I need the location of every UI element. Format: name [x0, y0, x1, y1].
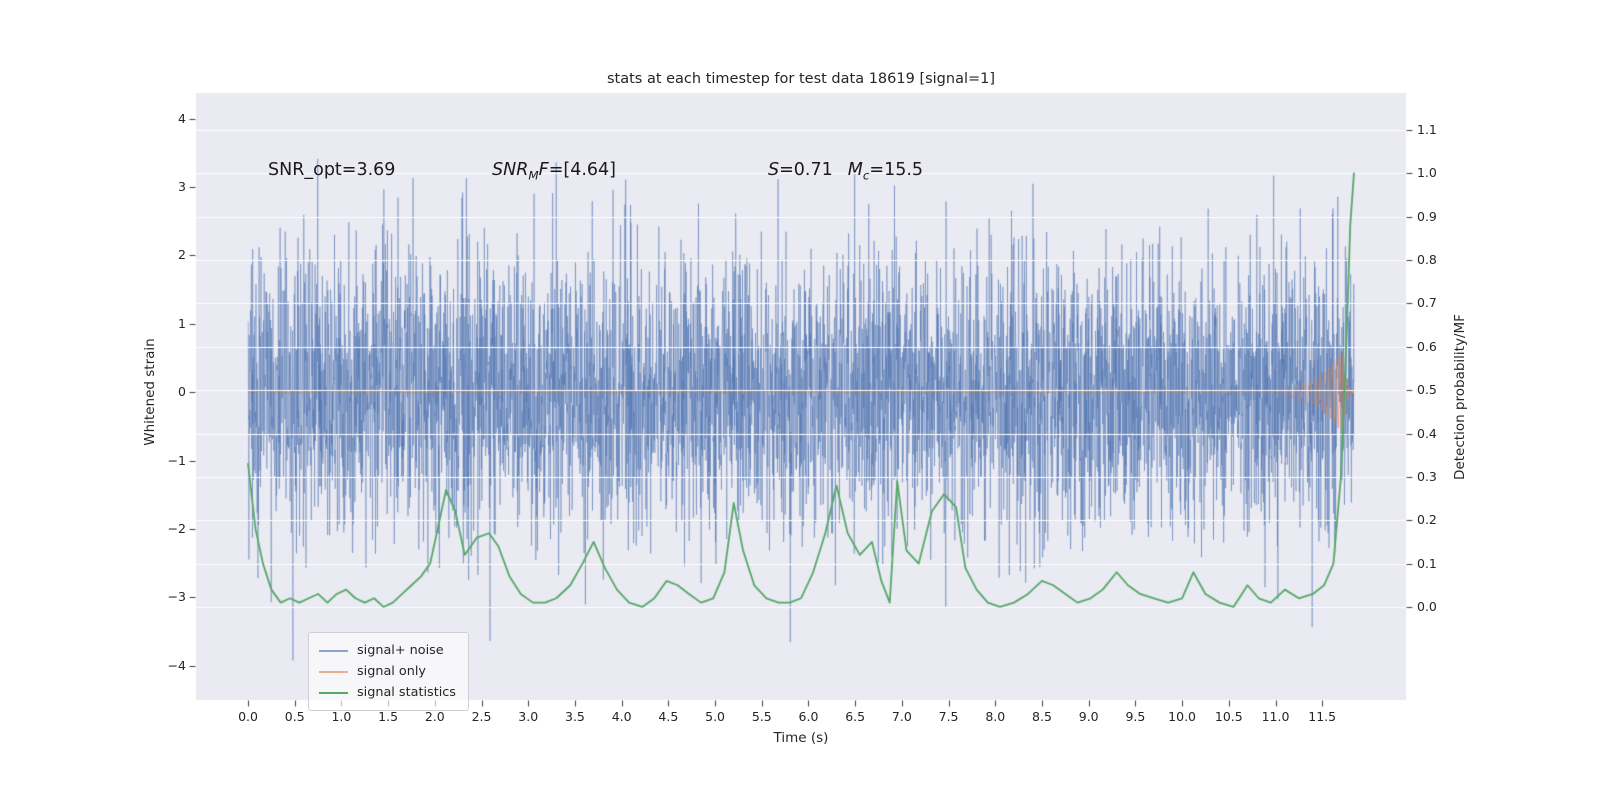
- y-left-tick-label: −4: [167, 657, 186, 673]
- y-left-tick-label: 0: [178, 384, 186, 400]
- y-left-tick-label: 1: [178, 315, 186, 331]
- legend-item: signal+ noise: [319, 640, 456, 661]
- y-right-tick-label: 0.7: [1417, 295, 1437, 311]
- annotation-mc: M: [847, 160, 863, 180]
- y-right-tick-label: 0.6: [1417, 338, 1437, 354]
- y-right-tick-label: 0.5: [1417, 382, 1437, 398]
- legend-line-sample: [319, 670, 348, 673]
- legend-item: signal statistics: [319, 682, 456, 703]
- y-left-tick-label: −1: [167, 452, 186, 468]
- legend-line-sample: [319, 691, 348, 694]
- x-tick-label: 9.5: [1125, 709, 1146, 724]
- legend-item: signal only: [319, 661, 456, 682]
- y-right-tick-label: 0.0: [1417, 598, 1437, 614]
- annotation-snr-mf-value: =[4.64]: [548, 160, 616, 180]
- annotation-snr-mf-tail: F: [538, 160, 549, 180]
- x-tick-label: 10.0: [1168, 709, 1197, 724]
- y-right-tick-label: 0.3: [1417, 468, 1437, 484]
- y-left-tick-label: 3: [178, 179, 186, 195]
- x-tick-label: 11.0: [1261, 709, 1290, 724]
- annotation-snr-opt: SNR_opt=3.69: [268, 160, 396, 180]
- y-left-tick-label: −2: [167, 521, 186, 536]
- annotation-mc-value: =15.5: [869, 160, 924, 180]
- x-tick-label: 3.0: [518, 709, 539, 724]
- legend: signal+ noise signal only signal statistic…: [308, 632, 469, 711]
- x-tick-label: 0.0: [238, 709, 258, 724]
- annotation-s: S: [768, 160, 780, 180]
- annotation-snr-mf: SNRMF=[4.64]: [492, 160, 616, 183]
- y-right-tick-label: 1.0: [1417, 165, 1437, 181]
- x-tick-label: 1.5: [378, 709, 399, 724]
- x-tick-label: 3.5: [565, 709, 585, 724]
- y-right-tick-label: 0.4: [1417, 425, 1437, 441]
- annotation-s-value: =0.71: [779, 160, 833, 180]
- annotation-s-mc: S=0.71 Mc=15.5: [768, 160, 923, 183]
- x-tick-label: 2.5: [471, 709, 492, 724]
- annotation-snr-mf-base: SNR: [492, 160, 529, 180]
- x-tick-label: 6.0: [798, 709, 819, 724]
- y-axis-label-right: Detection probability/MF: [1452, 314, 1468, 480]
- x-tick-label: 9.0: [1078, 709, 1099, 724]
- x-tick-label: 10.5: [1214, 709, 1243, 724]
- x-tick-label: 4.5: [658, 709, 679, 724]
- legend-label: signal+ noise: [357, 643, 444, 658]
- x-tick-label: 6.5: [845, 709, 866, 724]
- y-left-tick-label: 2: [178, 247, 186, 263]
- y-right-tick-label: 0.1: [1417, 555, 1437, 571]
- annotation-snr-mf-sub: M: [528, 168, 539, 183]
- legend-label: signal only: [357, 664, 426, 679]
- chart-title: stats at each timestep for test data 186…: [606, 71, 996, 87]
- x-tick-label: 1.0: [331, 709, 352, 724]
- x-tick-label: 0.5: [284, 709, 305, 724]
- x-tick-label: 7.0: [891, 709, 912, 724]
- legend-label: signal statistics: [357, 685, 456, 700]
- x-tick-label: 4.0: [611, 709, 632, 724]
- legend-line-sample: [319, 649, 348, 652]
- x-tick-label: 8.0: [985, 709, 1006, 724]
- x-tick-label: 2.0: [424, 709, 445, 724]
- x-axis-label: Time (s): [773, 730, 829, 746]
- annotation-mc-sub: c: [862, 168, 870, 183]
- y-left-tick-label: −3: [167, 589, 186, 605]
- x-tick-label: 5.0: [705, 709, 726, 724]
- x-tick-label: 8.5: [1032, 709, 1052, 724]
- y-right-tick-label: 0.9: [1417, 208, 1437, 224]
- y-right-tick-label: 1.1: [1417, 122, 1437, 138]
- y-left-tick-label: 4: [178, 110, 186, 126]
- x-tick-label: 5.5: [751, 709, 772, 724]
- x-tick-label: 11.5: [1308, 709, 1337, 724]
- y-right-tick-label: 0.2: [1417, 512, 1437, 528]
- x-tick-label: 7.5: [938, 709, 959, 724]
- y-right-tick-label: 0.8: [1417, 252, 1437, 268]
